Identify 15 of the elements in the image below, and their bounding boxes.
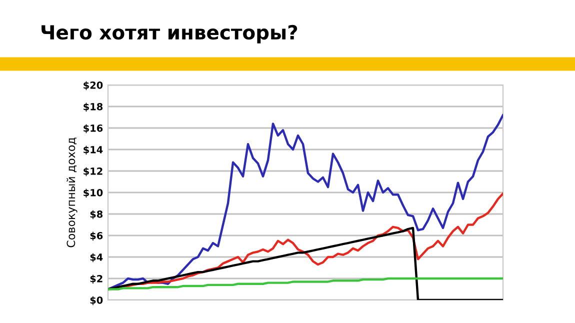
y-tick-label: $18 <box>84 102 103 112</box>
y-tick-label: $14 <box>84 146 103 155</box>
line-series <box>108 277 503 290</box>
y-axis-title: Совокупный доход <box>66 138 78 248</box>
y-tick-label: $10 <box>84 188 103 198</box>
y-tick-label: $16 <box>84 124 103 134</box>
y-tick-label: $6 <box>90 232 103 241</box>
y-tick-label: $8 <box>90 210 103 220</box>
y-tick-label: $2 <box>90 274 102 284</box>
y-tick-label: $0 <box>90 296 103 306</box>
y-tick-label: $4 <box>90 253 103 262</box>
y-tick-label: $12 <box>84 167 102 176</box>
line-series <box>108 114 503 290</box>
y-tick-label: $20 <box>84 81 103 90</box>
chart-title: Чего хотят инвесторы? <box>42 24 298 44</box>
